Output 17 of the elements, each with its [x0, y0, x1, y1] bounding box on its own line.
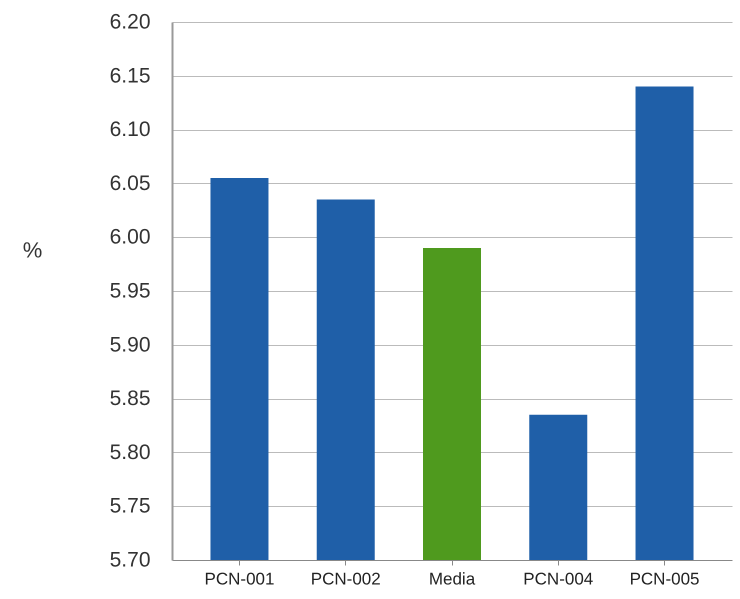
y-tick-label: 6.05: [110, 172, 150, 195]
y-tick-label: 5.70: [110, 548, 150, 572]
y-tick-label: 6.10: [110, 118, 150, 142]
y-tick-label: 6.00: [110, 226, 150, 249]
x-tick-label: Media: [428, 570, 476, 588]
x-tick-label: PCN-002: [310, 570, 381, 588]
x-tick-label: PCN-005: [630, 570, 700, 588]
y-axis-title: %: [22, 238, 42, 262]
y-tick-label: 6.20: [110, 10, 150, 34]
x-tick-label: PCN-004: [523, 570, 594, 588]
y-tick-label: 6.15: [110, 64, 150, 88]
y-tick-label: 5.95: [110, 280, 150, 302]
y-tick-label: 5.75: [110, 494, 150, 518]
y-tick-label: 5.90: [110, 333, 150, 356]
y-tick-label: 5.85: [110, 387, 150, 410]
x-tick-label: PCN-001: [204, 570, 274, 588]
y-tick-label: 5.80: [110, 440, 150, 464]
